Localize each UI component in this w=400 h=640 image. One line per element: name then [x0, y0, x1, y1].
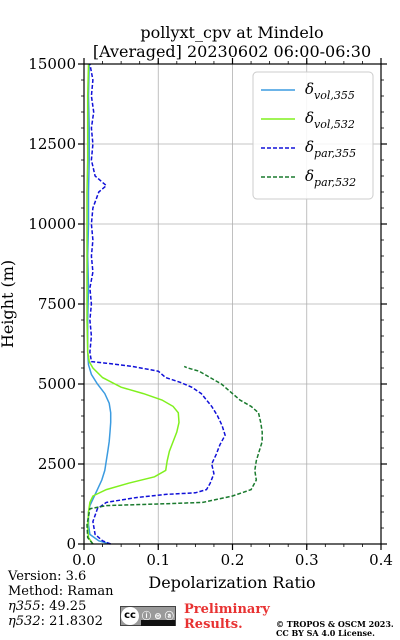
legend: δvol,355 δvol,532 δpar,355 δpar,532 [252, 71, 374, 200]
y-tick-label: 10000 [28, 215, 76, 233]
legend-label: δvol,355 [305, 80, 355, 102]
version-text: Version: 3.6 [8, 569, 87, 584]
axis-tick-labels: 0.0 0.1 0.2 0.3 0.4 0 2500 5000 7500 10000 12500 15… [28, 55, 393, 569]
eta532-text: η532: 21.8302 [8, 614, 114, 629]
eta355-value: : 49.25 [40, 599, 87, 614]
eta532-symbol: η532 [8, 614, 41, 629]
y-tick-label: 15000 [28, 55, 76, 73]
chart-title-line-2: [Averaged] 20230602 06:00-06:30 [93, 42, 371, 61]
series-line-par-355 [89, 63, 226, 545]
x-axis-label: Depolarization Ratio [148, 573, 315, 592]
license-line-2: CC BY SA 4.0 License. [276, 628, 375, 638]
legend-label: δvol,532 [305, 109, 355, 131]
chart-title-line-1: pollyxt_cpv at Mindelo [140, 23, 323, 42]
y-axis-label: Height (m) [0, 260, 17, 348]
prelim-line-2: Results. [184, 617, 243, 632]
cc-license-badge-icon: cc ⓘ ⊜ ⓐ [120, 606, 176, 626]
by-sa-icons: ⓘ ⊜ ⓐ [142, 612, 174, 622]
plot-frame [83, 63, 382, 545]
series-line-par-532 [86, 365, 263, 545]
eta532-value: : 21.8302 [40, 614, 103, 629]
cc-icon: cc [121, 607, 139, 625]
series-layer [86, 63, 263, 545]
y-tick-label: 2500 [38, 455, 76, 473]
x-tick-label: 0.0 [72, 551, 96, 569]
method-text: Method: Raman [8, 584, 114, 599]
prelim-line-1: Preliminary [184, 602, 270, 617]
license-line-1: © TROPOS & OSCM 2023. [276, 619, 394, 629]
y-tick-label: 0 [66, 535, 76, 553]
y-tick-label: 7500 [38, 295, 76, 313]
legend-label: δpar,355 [305, 138, 356, 160]
retrieval-info: Version: 3.6 Method: Raman η355: 49.25 η… [8, 569, 114, 629]
legend-box [252, 71, 374, 200]
x-tick-label: 0.1 [146, 551, 170, 569]
x-tick-label: 0.3 [295, 551, 319, 569]
x-tick-label: 0.2 [221, 551, 245, 569]
legend-label: δpar,532 [305, 167, 356, 189]
eta355-text: η355: 49.25 [8, 599, 114, 614]
y-tick-label: 5000 [38, 375, 76, 393]
y-tick-label: 12500 [28, 135, 76, 153]
x-tick-label: 0.4 [369, 551, 393, 569]
badge-strip [141, 620, 175, 626]
preliminary-results-note: Preliminary Results. [184, 602, 270, 632]
series-line-vol-532 [86, 63, 180, 545]
eta355-symbol: η355 [8, 599, 41, 614]
license-text: © TROPOS & OSCM 2023. CC BY SA 4.0 Licen… [276, 620, 394, 638]
